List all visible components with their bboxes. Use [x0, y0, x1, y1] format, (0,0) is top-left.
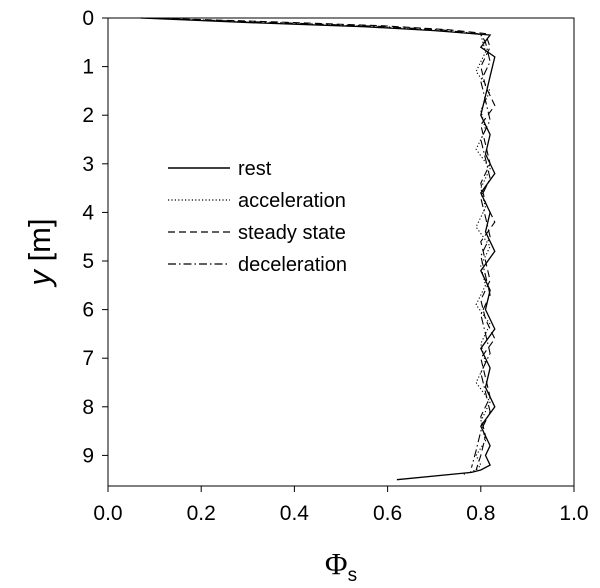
- y-tick-label: 9: [82, 444, 94, 467]
- y-tick-label: 3: [82, 153, 94, 176]
- series-layer: [140, 17, 496, 481]
- y-axis-title-variable: y: [22, 268, 57, 288]
- series-line-acceleration: [145, 17, 491, 476]
- x-tick-label: 0.2: [187, 502, 216, 525]
- y-tick-label: 2: [82, 104, 94, 127]
- series-line-steady-state: [149, 17, 496, 471]
- x-axis-title: Φs: [325, 546, 357, 586]
- y-tick-label: 1: [82, 56, 94, 79]
- legend-label: deceleration: [238, 254, 347, 276]
- y-tick-label: 0: [82, 7, 94, 30]
- series-line-rest: [140, 17, 496, 481]
- legend-label: rest: [238, 158, 272, 180]
- legend-label: steady state: [238, 222, 346, 244]
- series-line-deceleration: [145, 17, 491, 468]
- y-axis: 0 1 2 3 4 5 6 7 8 9: [82, 7, 108, 467]
- y-axis-title-unit: [m]: [22, 218, 57, 270]
- x-axis: 0.0 0.2 0.4 0.6 0.8 1.0: [93, 486, 589, 525]
- x-tick-label: 0.8: [466, 502, 495, 525]
- x-tick-label: 1.0: [559, 502, 588, 525]
- x-tick-label: 0.0: [93, 502, 122, 525]
- legend: rest acceleration steady state deceleration: [168, 158, 347, 276]
- x-axis-title-subscript: s: [348, 565, 358, 586]
- y-tick-label: 4: [82, 201, 94, 224]
- y-axis-title: y [m]: [22, 218, 57, 287]
- y-tick-label: 7: [82, 347, 94, 370]
- y-tick-label: 5: [82, 250, 94, 273]
- y-tick-label: 8: [82, 396, 94, 419]
- x-tick-label: 0.4: [280, 502, 310, 525]
- y-tick-label: 6: [82, 299, 94, 322]
- x-axis-title-symbol: Φ: [325, 546, 348, 581]
- x-tick-label: 0.6: [373, 502, 402, 525]
- plot-area: [107, 17, 575, 487]
- legend-label: acceleration: [238, 190, 346, 212]
